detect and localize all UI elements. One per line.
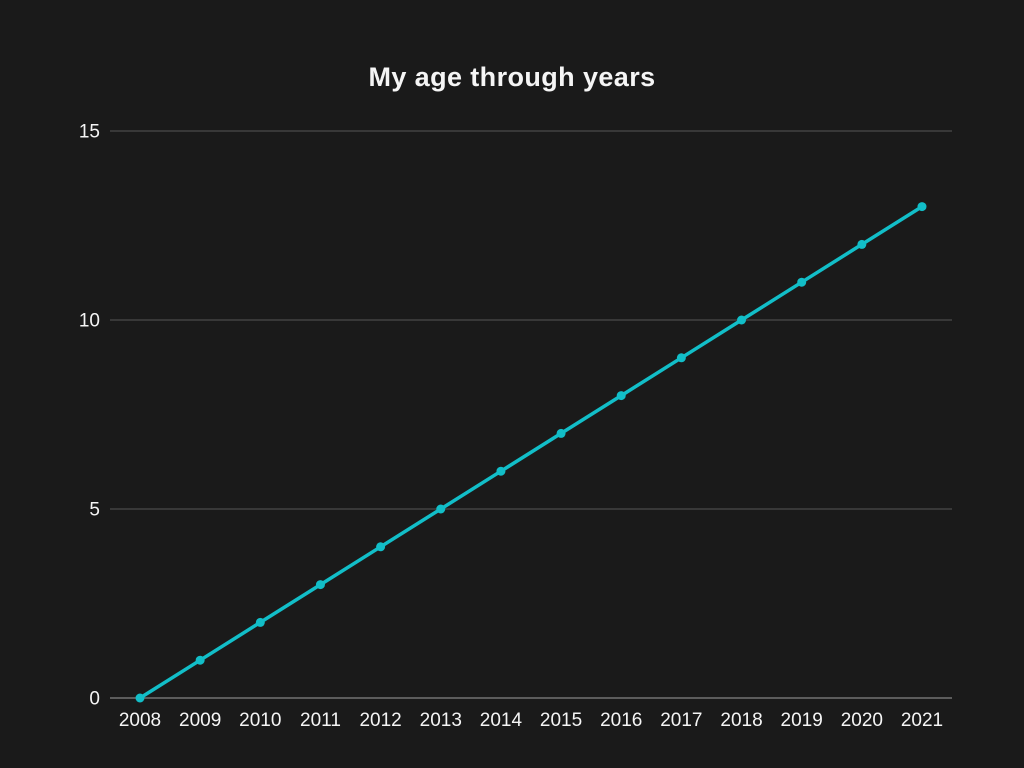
x-tick-label: 2016	[600, 710, 642, 731]
x-tick-label: 2017	[660, 710, 702, 731]
x-tick-label: 2008	[119, 710, 161, 731]
y-tick-label: 5	[89, 500, 100, 521]
x-tick-label: 2012	[359, 710, 401, 731]
x-tick-label: 2015	[540, 710, 582, 731]
data-point-2013	[436, 504, 446, 514]
data-point-2009	[195, 655, 205, 665]
x-tick-label: 2021	[901, 710, 943, 731]
data-point-2021	[917, 202, 927, 212]
x-tick-label: 2018	[720, 710, 762, 731]
data-point-2019	[797, 277, 807, 287]
series-line-age	[138, 204, 924, 700]
data-point-2020	[857, 239, 867, 249]
x-tick-label: 2014	[480, 710, 523, 731]
data-point-2016	[616, 391, 626, 401]
x-tick-label: 2019	[781, 710, 823, 731]
data-point-2010	[255, 617, 265, 627]
x-tick-label: 2010	[239, 710, 281, 731]
x-tick-label: 2011	[300, 710, 341, 731]
data-point-2008	[135, 693, 145, 703]
y-tick-label: 0	[89, 689, 100, 710]
x-tick-label: 2009	[179, 710, 221, 731]
y-tick-label: 15	[79, 122, 100, 143]
data-point-2018	[737, 315, 747, 325]
y-tick-label: 10	[79, 311, 100, 332]
data-point-2014	[496, 466, 506, 476]
data-point-2012	[376, 542, 386, 552]
x-tick-label: 2020	[841, 710, 883, 731]
data-point-2011	[315, 580, 325, 590]
data-point-2017	[676, 353, 686, 363]
x-tick-label: 2013	[420, 710, 462, 731]
chart-title: My age through years	[368, 62, 656, 92]
data-point-2015	[556, 428, 566, 438]
